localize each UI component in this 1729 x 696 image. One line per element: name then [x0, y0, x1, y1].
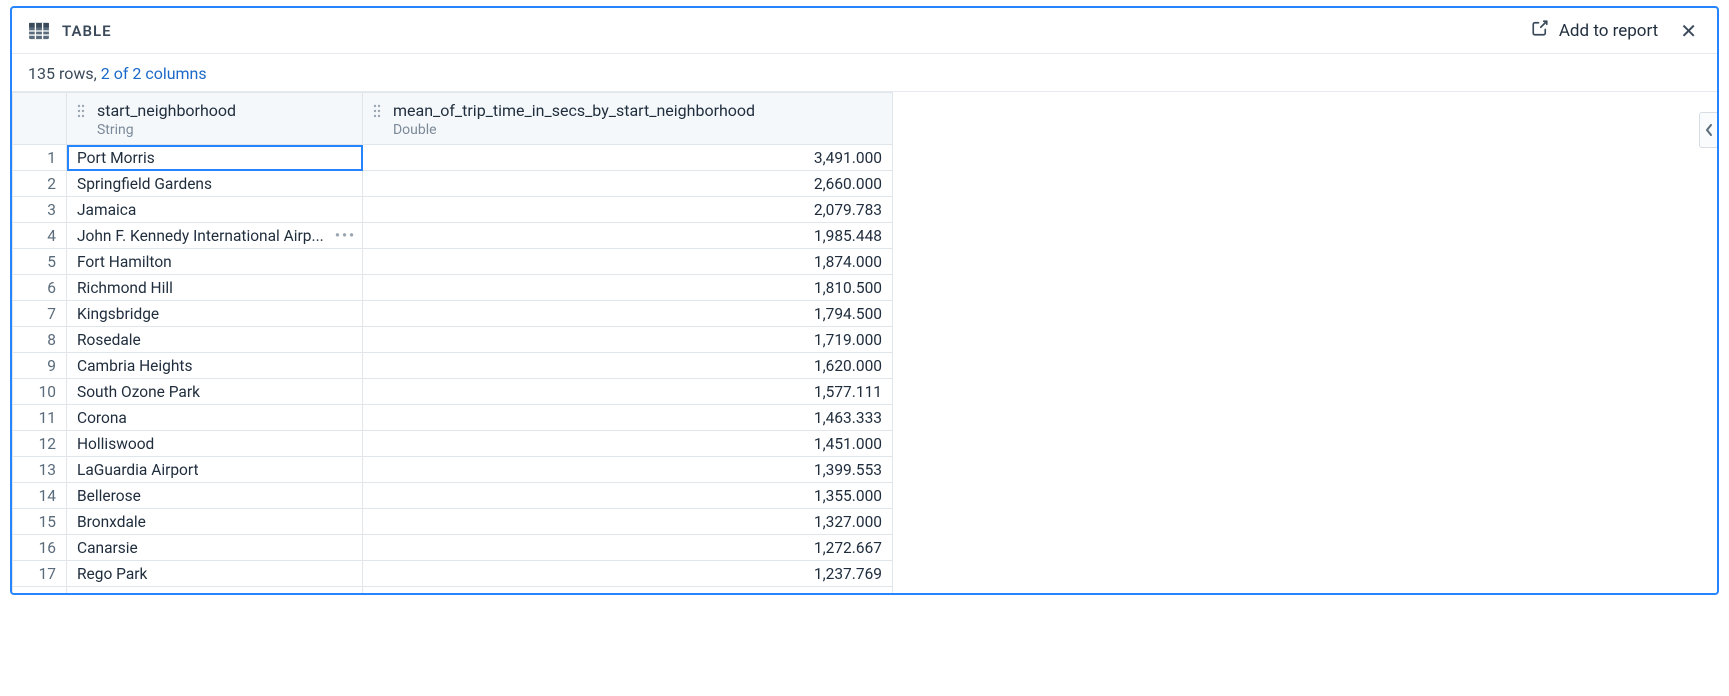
cell-mean-trip-time[interactable]: 1,874.000 [363, 249, 893, 275]
row-number: 11 [13, 405, 67, 431]
table-row[interactable]: 17Rego Park1,237.769 [13, 561, 893, 587]
cell-mean-trip-time[interactable]: 1,327.000 [363, 509, 893, 535]
row-number: 13 [13, 457, 67, 483]
cell-neighborhood[interactable]: Jamaica [67, 197, 363, 223]
cell-mean-trip-time[interactable]: 1,463.333 [363, 405, 893, 431]
table-panel: TABLE Add to report ✕ 135 rows, 2 of 2 c… [10, 6, 1719, 595]
cell-mean-trip-time[interactable]: 1,620.000 [363, 353, 893, 379]
cell-neighborhood[interactable]: Soundview [67, 587, 363, 594]
table-icon [28, 22, 50, 40]
collapse-side-panel-button[interactable] [1699, 112, 1717, 148]
cell-neighborhood[interactable]: Rosedale [67, 327, 363, 353]
table-row[interactable]: 18Soundview1,169.000 [13, 587, 893, 594]
cell-mean-trip-time[interactable]: 1,985.448 [363, 223, 893, 249]
cell-neighborhood[interactable]: Kingsbridge [67, 301, 363, 327]
table-row[interactable]: 12Holliswood1,451.000 [13, 431, 893, 457]
add-to-report-label: Add to report [1559, 21, 1658, 41]
cell-mean-trip-time[interactable]: 1,451.000 [363, 431, 893, 457]
cell-neighborhood[interactable]: Fort Hamilton [67, 249, 363, 275]
close-button[interactable]: ✕ [1676, 17, 1701, 45]
drag-handle-icon[interactable] [373, 104, 381, 118]
row-number: 5 [13, 249, 67, 275]
panel-header: TABLE Add to report ✕ [12, 8, 1717, 54]
cell-mean-trip-time[interactable]: 2,660.000 [363, 171, 893, 197]
cell-mean-trip-time[interactable]: 1,169.000 [363, 587, 893, 594]
cell-mean-trip-time[interactable]: 1,237.769 [363, 561, 893, 587]
cell-neighborhood[interactable]: LaGuardia Airport [67, 457, 363, 483]
cell-neighborhood[interactable]: Rego Park [67, 561, 363, 587]
row-number: 12 [13, 431, 67, 457]
cell-neighborhood[interactable]: Springfield Gardens [67, 171, 363, 197]
row-number: 7 [13, 301, 67, 327]
cell-mean-trip-time[interactable]: 1,272.667 [363, 535, 893, 561]
cell-neighborhood[interactable]: Cambria Heights [67, 353, 363, 379]
cell-mean-trip-time[interactable]: 1,719.000 [363, 327, 893, 353]
chevron-left-icon [1705, 121, 1713, 140]
drag-handle-icon[interactable] [77, 104, 85, 118]
row-number: 6 [13, 275, 67, 301]
cell-neighborhood[interactable]: South Ozone Park [67, 379, 363, 405]
row-number: 15 [13, 509, 67, 535]
row-number: 17 [13, 561, 67, 587]
row-number: 10 [13, 379, 67, 405]
table-meta: 135 rows, 2 of 2 columns [12, 54, 1717, 91]
cell-neighborhood[interactable]: Port Morris [67, 145, 363, 171]
panel-title: TABLE [62, 22, 112, 40]
cell-neighborhood[interactable]: Bronxdale [67, 509, 363, 535]
cell-mean-trip-time[interactable]: 1,577.111 [363, 379, 893, 405]
table-row[interactable]: 5Fort Hamilton1,874.000 [13, 249, 893, 275]
row-number: 8 [13, 327, 67, 353]
cell-mean-trip-time[interactable]: 2,079.783 [363, 197, 893, 223]
row-number: 14 [13, 483, 67, 509]
column-header-start-neighborhood[interactable]: start_neighborhood String [67, 93, 363, 145]
row-number: 18 [13, 587, 67, 594]
cell-neighborhood[interactable]: Canarsie [67, 535, 363, 561]
data-table: start_neighborhood String mean_of_trip_t… [12, 92, 893, 593]
table-row[interactable]: 6Richmond Hill1,810.500 [13, 275, 893, 301]
column-type: String [97, 122, 236, 138]
row-number: 3 [13, 197, 67, 223]
column-header-mean-trip-time[interactable]: mean_of_trip_time_in_secs_by_start_neigh… [363, 93, 893, 145]
table-row[interactable]: 15Bronxdale1,327.000 [13, 509, 893, 535]
column-name: mean_of_trip_time_in_secs_by_start_neigh… [393, 101, 755, 120]
cell-neighborhood[interactable]: Holliswood [67, 431, 363, 457]
table-row[interactable]: 9Cambria Heights1,620.000 [13, 353, 893, 379]
cell-neighborhood[interactable]: Richmond Hill [67, 275, 363, 301]
column-name: start_neighborhood [97, 101, 236, 120]
cell-mean-trip-time[interactable]: 3,491.000 [363, 145, 893, 171]
table-row[interactable]: 14Bellerose1,355.000 [13, 483, 893, 509]
row-number: 9 [13, 353, 67, 379]
cell-mean-trip-time[interactable]: 1,355.000 [363, 483, 893, 509]
cell-mean-trip-time[interactable]: 1,810.500 [363, 275, 893, 301]
column-type: Double [393, 122, 755, 138]
table-rows: 1Port Morris3,491.0002Springfield Garden… [13, 145, 893, 594]
cell-neighborhood[interactable]: Corona [67, 405, 363, 431]
rownum-header [13, 93, 67, 145]
table-row[interactable]: 1Port Morris3,491.000 [13, 145, 893, 171]
row-number: 2 [13, 171, 67, 197]
table-row[interactable]: 16Canarsie1,272.667 [13, 535, 893, 561]
row-number: 16 [13, 535, 67, 561]
cell-neighborhood[interactable]: John F. Kennedy International Airp...••• [67, 223, 363, 249]
cell-neighborhood[interactable]: Bellerose [67, 483, 363, 509]
row-number: 1 [13, 145, 67, 171]
rows-count: 135 rows, [28, 64, 97, 83]
table-row[interactable]: 10South Ozone Park1,577.111 [13, 379, 893, 405]
table-row[interactable]: 2Springfield Gardens2,660.000 [13, 171, 893, 197]
row-number: 4 [13, 223, 67, 249]
add-to-report-button[interactable]: Add to report [1531, 19, 1658, 42]
cell-mean-trip-time[interactable]: 1,399.553 [363, 457, 893, 483]
cell-mean-trip-time[interactable]: 1,794.500 [363, 301, 893, 327]
table-row[interactable]: 3Jamaica2,079.783 [13, 197, 893, 223]
open-external-icon [1531, 19, 1549, 42]
table-row[interactable]: 8Rosedale1,719.000 [13, 327, 893, 353]
table-body-wrap: start_neighborhood String mean_of_trip_t… [12, 91, 1717, 593]
row-actions-icon[interactable]: ••• [335, 228, 356, 244]
columns-link[interactable]: 2 of 2 columns [101, 64, 207, 83]
table-row[interactable]: 11Corona1,463.333 [13, 405, 893, 431]
table-row[interactable]: 13LaGuardia Airport1,399.553 [13, 457, 893, 483]
table-row[interactable]: 7Kingsbridge1,794.500 [13, 301, 893, 327]
table-row[interactable]: 4John F. Kennedy International Airp...••… [13, 223, 893, 249]
